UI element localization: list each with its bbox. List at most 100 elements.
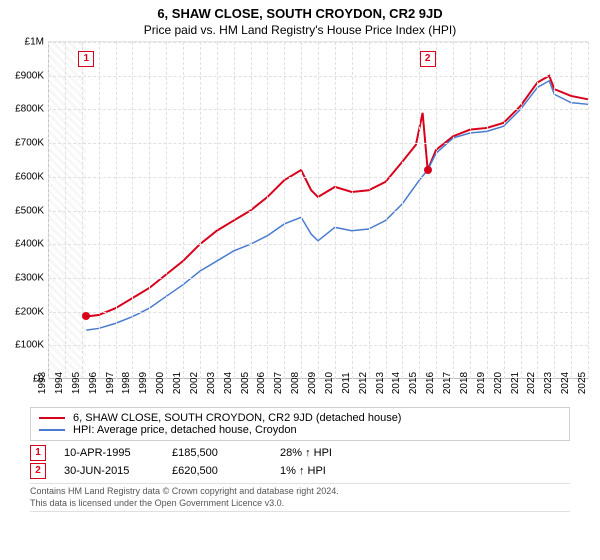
attribution-footer: Contains HM Land Registry data © Crown c… <box>30 483 570 512</box>
footer-line: Contains HM Land Registry data © Crown c… <box>30 486 570 498</box>
gridline-v <box>588 42 589 379</box>
gridline-v <box>48 42 49 379</box>
ytick-label: £800K <box>15 104 44 115</box>
ytick-label: £400K <box>15 239 44 250</box>
event-marker-box: 2 <box>420 51 436 67</box>
legend-swatch-1 <box>39 417 65 419</box>
gridline-v <box>402 42 403 379</box>
gridline-v <box>200 42 201 379</box>
gridline-v <box>234 42 235 379</box>
legend-swatch-2 <box>39 429 65 431</box>
xtick-label: 2021 <box>509 372 520 394</box>
xtick-label: 2008 <box>290 372 301 394</box>
gridline-v <box>436 42 437 379</box>
gridline-v <box>335 42 336 379</box>
gridline-v <box>453 42 454 379</box>
legend-label-1: 6, SHAW CLOSE, SOUTH CROYDON, CR2 9JD (d… <box>73 412 401 424</box>
xtick-label: 2006 <box>256 372 267 394</box>
event-marker-dot <box>82 312 90 320</box>
gridline-v <box>301 42 302 379</box>
gridline-v <box>149 42 150 379</box>
xtick-label: 1997 <box>104 372 115 394</box>
legend-label-2: HPI: Average price, detached house, Croy… <box>73 424 297 436</box>
gridline-v <box>132 42 133 379</box>
xtick-label: 2009 <box>307 372 318 394</box>
xtick-label: 2014 <box>391 372 402 394</box>
xtick-label: 2023 <box>543 372 554 394</box>
gridline-v <box>82 42 83 379</box>
xtick-label: 2015 <box>408 372 419 394</box>
event-marker-icon: 2 <box>30 463 46 479</box>
event-hpi: 1% ↑ HPI <box>280 465 370 477</box>
ytick-label: £1M <box>25 37 44 48</box>
xtick-label: 2003 <box>206 372 217 394</box>
ytick-label: £600K <box>15 171 44 182</box>
ytick-label: £500K <box>15 205 44 216</box>
legend: 6, SHAW CLOSE, SOUTH CROYDON, CR2 9JD (d… <box>30 407 570 441</box>
xtick-label: 2022 <box>526 372 537 394</box>
event-marker-dot <box>424 166 432 174</box>
xtick-label: 2011 <box>341 372 352 394</box>
event-hpi: 28% ↑ HPI <box>280 447 370 459</box>
gridline-v <box>183 42 184 379</box>
ytick-label: £200K <box>15 306 44 317</box>
xtick-label: 2010 <box>324 372 335 394</box>
xtick-label: 1996 <box>88 372 99 394</box>
gridline-v <box>251 42 252 379</box>
xtick-label: 2020 <box>493 372 504 394</box>
event-row: 2 30-JUN-2015 £620,500 1% ↑ HPI <box>30 463 570 479</box>
gridline-v <box>386 42 387 379</box>
xtick-label: 2017 <box>442 372 453 394</box>
gridline-v <box>166 42 167 379</box>
gridline-v <box>352 42 353 379</box>
event-price: £620,500 <box>172 465 262 477</box>
gridline-v <box>116 42 117 379</box>
xtick-label: 1994 <box>54 372 65 394</box>
gridline-v <box>369 42 370 379</box>
plot-area: £0£100K£200K£300K£400K£500K£600K£700K£80… <box>48 41 588 379</box>
legend-row: 6, SHAW CLOSE, SOUTH CROYDON, CR2 9JD (d… <box>39 412 561 424</box>
xtick-label: 2016 <box>425 372 436 394</box>
gridline-v <box>267 42 268 379</box>
gridline-v <box>65 42 66 379</box>
gridline-v <box>537 42 538 379</box>
xtick-label: 1993 <box>37 372 48 394</box>
xtick-label: 2005 <box>239 372 250 394</box>
gridline-v <box>284 42 285 379</box>
gridline-v <box>571 42 572 379</box>
ytick-label: £300K <box>15 272 44 283</box>
gridline-v <box>217 42 218 379</box>
event-row: 1 10-APR-1995 £185,500 28% ↑ HPI <box>30 445 570 461</box>
ytick-label: £900K <box>15 70 44 81</box>
gridline-v <box>470 42 471 379</box>
legend-row: HPI: Average price, detached house, Croy… <box>39 424 561 436</box>
xtick-label: 2013 <box>374 372 385 394</box>
xtick-label: 2000 <box>155 372 166 394</box>
xtick-label: 1999 <box>138 372 149 394</box>
series-line <box>86 76 588 317</box>
chart-container: 6, SHAW CLOSE, SOUTH CROYDON, CR2 9JD Pr… <box>0 0 600 560</box>
xtick-label: 2018 <box>459 372 470 394</box>
gridline-v <box>504 42 505 379</box>
xtick-label: 2024 <box>560 372 571 394</box>
event-marker-box: 1 <box>78 51 94 67</box>
ytick-label: £700K <box>15 138 44 149</box>
xtick-label: 2019 <box>476 372 487 394</box>
gridline-v <box>99 42 100 379</box>
event-price: £185,500 <box>172 447 262 459</box>
gridline-v <box>521 42 522 379</box>
series-line <box>86 81 588 330</box>
gridline-v <box>318 42 319 379</box>
chart-subtitle: Price paid vs. HM Land Registry's House … <box>0 21 600 41</box>
gridline-v <box>487 42 488 379</box>
event-date: 10-APR-1995 <box>64 447 154 459</box>
xtick-label: 2002 <box>189 372 200 394</box>
xtick-label: 2004 <box>223 372 234 394</box>
gridline-v <box>419 42 420 379</box>
xtick-label: 1998 <box>121 372 132 394</box>
chart-title: 6, SHAW CLOSE, SOUTH CROYDON, CR2 9JD <box>0 0 600 21</box>
xtick-label: 2012 <box>358 372 369 394</box>
event-date: 30-JUN-2015 <box>64 465 154 477</box>
xtick-label: 2025 <box>577 372 588 394</box>
event-marker-icon: 1 <box>30 445 46 461</box>
